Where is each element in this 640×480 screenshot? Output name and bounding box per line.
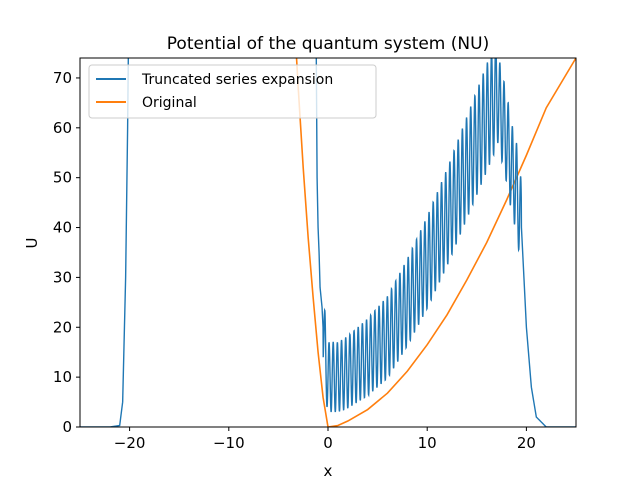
x-tick-label: −10 <box>213 434 245 452</box>
legend-label-original: Original <box>142 95 197 111</box>
y-tick-label: 30 <box>53 268 72 286</box>
x-tick-label: 20 <box>517 434 536 452</box>
y-tick-label: 40 <box>53 219 72 237</box>
x-tick-label: −20 <box>114 434 146 452</box>
y-axis: 0 10 20 30 40 50 60 70 <box>53 69 80 436</box>
x-tick-label: 0 <box>323 434 333 452</box>
plot-area <box>80 58 576 427</box>
x-axis: −20 −10 0 10 20 <box>114 427 536 452</box>
y-tick-label: 70 <box>53 69 72 87</box>
legend-label-truncated: Truncated series expansion <box>141 72 333 88</box>
legend-box <box>88 64 377 119</box>
x-tick-label: 10 <box>418 434 437 452</box>
y-tick-label: 50 <box>53 169 72 187</box>
series-line-original <box>295 58 576 427</box>
chart-title: Potential of the quantum system (NU) <box>167 34 489 54</box>
y-axis-label: U <box>23 238 41 249</box>
y-tick-label: 0 <box>62 418 72 436</box>
series-line-truncated <box>80 58 576 427</box>
y-tick-label: 20 <box>53 318 72 336</box>
x-axis-label: x <box>324 462 333 480</box>
y-tick-label: 60 <box>53 119 72 137</box>
legend: Truncated series expansion Original <box>88 64 377 119</box>
y-tick-label: 10 <box>53 368 72 386</box>
